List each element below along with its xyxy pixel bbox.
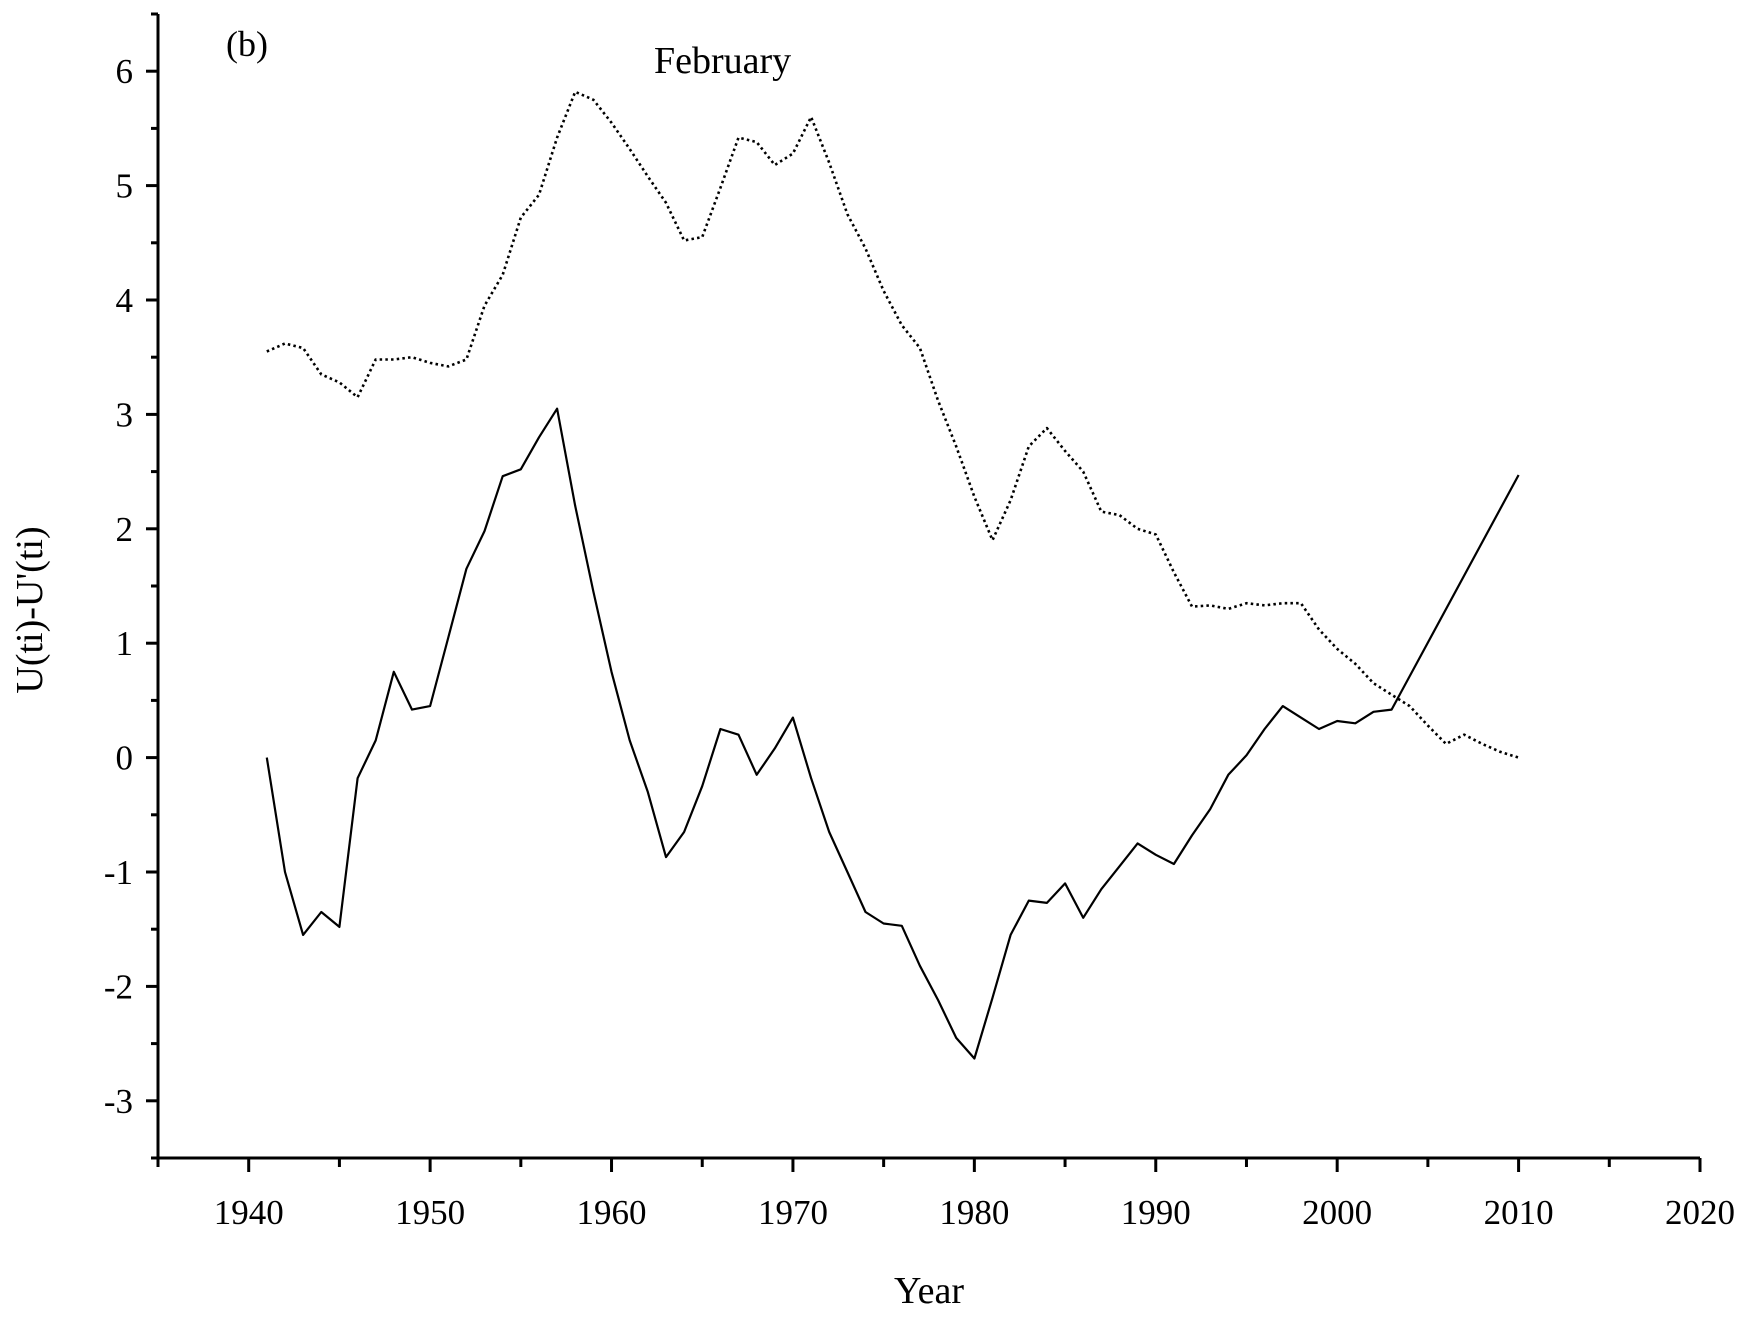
x-tick-label: 1970 [758, 1193, 828, 1232]
x-tick-label: 2000 [1302, 1193, 1372, 1232]
x-tick-label: 1980 [939, 1193, 1009, 1232]
y-tick-label: 5 [116, 167, 134, 206]
x-axis-title: Year [894, 1270, 964, 1312]
y-tick-label: 4 [116, 281, 134, 320]
y-tick-label: -3 [104, 1082, 133, 1121]
series-line-dotted [266, 90, 1519, 759]
x-tick-label: 2010 [1484, 1193, 1554, 1232]
series-group [265, 90, 1520, 1060]
y-axis-title: U(ti)-U'(ti) [9, 526, 51, 693]
y-tick-label: 0 [116, 739, 134, 778]
x-tick-label: 2020 [1665, 1193, 1735, 1232]
x-tick-label: 1960 [577, 1193, 647, 1232]
y-tick-label: -1 [104, 853, 133, 892]
series-line-solid [265, 407, 1520, 1060]
x-tick-label: 1940 [214, 1193, 284, 1232]
x-tick-label: 1950 [395, 1193, 465, 1232]
y-tick-label: -2 [104, 967, 133, 1006]
panel-label: (b) [226, 24, 268, 64]
chart-title: February [654, 40, 791, 82]
x-tick-label: 1990 [1121, 1193, 1191, 1232]
y-tick-label: 2 [116, 510, 134, 549]
axes: -3 -2 -1 0 1 2 3 4 5 6 1940 1950 1960 1970 1980 1990 200… [104, 12, 1735, 1232]
y-tick-label: 6 [116, 52, 134, 91]
y-tick-label: 3 [116, 395, 134, 434]
y-tick-label: 1 [116, 624, 134, 663]
